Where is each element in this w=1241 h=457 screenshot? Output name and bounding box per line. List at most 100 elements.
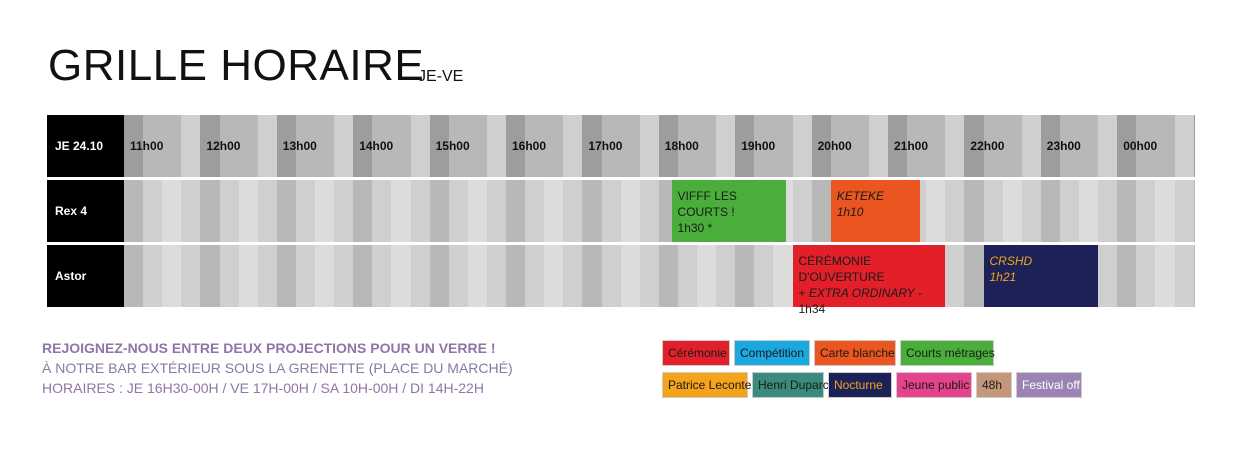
grid-stripe [658, 245, 679, 307]
screening-block[interactable]: VIFFF LES COURTS ! 1h30 * [671, 180, 787, 242]
grid-stripe [410, 115, 431, 177]
grid-stripe [1059, 180, 1080, 242]
grid-stripe [467, 115, 488, 177]
grid-stripe [964, 245, 984, 307]
grid-stripe [1117, 180, 1137, 242]
grid-stripe [601, 245, 622, 307]
grid-stripe [200, 115, 220, 177]
grid-stripe [525, 245, 545, 307]
grid-stripe [238, 245, 259, 307]
grid-stripe [544, 115, 564, 177]
grid-stripe [1155, 245, 1175, 307]
grid-stripe [888, 115, 908, 177]
screening-block[interactable]: CÉRÉMONIE D'OUVERTURE + EXTRA ORDINARY - … [792, 245, 946, 316]
grid-stripe [162, 180, 182, 242]
grid-stripe [907, 115, 927, 177]
grid-stripe [506, 180, 526, 242]
grid-stripe [257, 180, 278, 242]
grid-stripe [639, 115, 660, 177]
legend-item: 48h [976, 372, 1012, 398]
grid-stripe [429, 115, 450, 177]
grid-stripe [276, 115, 297, 177]
grid-stripe [830, 115, 851, 177]
grid-stripe [525, 180, 545, 242]
grid-stripe [811, 180, 832, 242]
grid-stripe [1117, 245, 1137, 307]
grid-stripe [1136, 115, 1156, 177]
grid-stripe [582, 245, 602, 307]
grid-stripe [353, 245, 373, 307]
grid-stripe [1059, 115, 1080, 177]
screening-title: CÉRÉMONIE D'OUVERTURE [798, 254, 885, 284]
grid-stripe [124, 115, 144, 177]
legend-item: Compétition [734, 340, 810, 366]
grid-stripe [964, 115, 984, 177]
venue-label: Rex 4 [47, 180, 124, 242]
grid-stripe [754, 245, 774, 307]
grid-stripe [983, 180, 1004, 242]
grid-stripe [372, 115, 392, 177]
hour-label: 13h00 [282, 139, 317, 153]
grid-stripe [735, 115, 755, 177]
grid-stripe [506, 115, 526, 177]
grid-stripe [181, 245, 201, 307]
legend-item: Cérémonie [662, 340, 730, 366]
grid-stripe [238, 115, 259, 177]
grid-stripe [486, 245, 507, 307]
grid-stripe [945, 180, 965, 242]
grid-stripe [486, 180, 507, 242]
grid-stripe [448, 180, 469, 242]
screening-duration: + EXTRA ORDINARY - 1h34 [798, 286, 922, 316]
grid-stripe [276, 180, 297, 242]
date-label: JE 24.10 [47, 115, 124, 177]
grid-stripe [257, 245, 278, 307]
grid-stripe [200, 180, 220, 242]
grid-stripe [219, 245, 240, 307]
grid-stripe [563, 115, 583, 177]
grid-stripe [372, 245, 392, 307]
hour-label: 00h00 [1123, 139, 1158, 153]
grid-stripe [372, 180, 392, 242]
screening-title: VIFFF LES COURTS ! [677, 189, 737, 219]
screening-title: CRSHD [989, 254, 1033, 268]
hour-label: 15h00 [435, 139, 470, 153]
grid-stripe [544, 245, 564, 307]
screening-block[interactable]: CRSHD 1h21 [983, 245, 1099, 307]
grid-stripe [868, 115, 889, 177]
grid-stripe [964, 180, 984, 242]
grid-stripe [926, 115, 946, 177]
grid-stripe [1117, 115, 1137, 177]
grid-stripe [1098, 115, 1118, 177]
grid-stripe [429, 245, 450, 307]
grid-stripe [945, 115, 965, 177]
grid-stripe [429, 180, 450, 242]
grid-stripe [1098, 245, 1118, 307]
grid-stripe [181, 180, 201, 242]
grid-stripe [582, 115, 602, 177]
screening-block[interactable]: KETEKE 1h10 [830, 180, 920, 242]
grid-stripe [639, 245, 660, 307]
hour-label: 16h00 [512, 139, 547, 153]
grid-stripe [926, 180, 946, 242]
legend-item: Festival off [1016, 372, 1082, 398]
hour-label: 22h00 [970, 139, 1005, 153]
legend-item: Nocturne [828, 372, 892, 398]
grid-stripe [353, 180, 373, 242]
grid-stripe [276, 245, 297, 307]
grid-stripe [849, 115, 870, 177]
screening-film-title: EXTRA ORDINARY [808, 286, 915, 300]
venue-row: Rex 4 VIFFF LES COURTS ! 1h30 * KETEKE 1h10 [47, 180, 1194, 242]
grid-stripe [143, 180, 163, 242]
hour-label: 12h00 [206, 139, 241, 153]
grid-stripe [506, 245, 526, 307]
grid-stripe [257, 115, 278, 177]
grid-stripe [582, 180, 602, 242]
hour-label: 18h00 [664, 139, 699, 153]
grid-stripe [811, 115, 832, 177]
grid-stripe [391, 245, 411, 307]
grid-stripe [448, 115, 469, 177]
grid-stripe [467, 245, 488, 307]
grid-stripe [1002, 115, 1023, 177]
grid-stripe [200, 245, 220, 307]
grid-stripe [315, 180, 335, 242]
